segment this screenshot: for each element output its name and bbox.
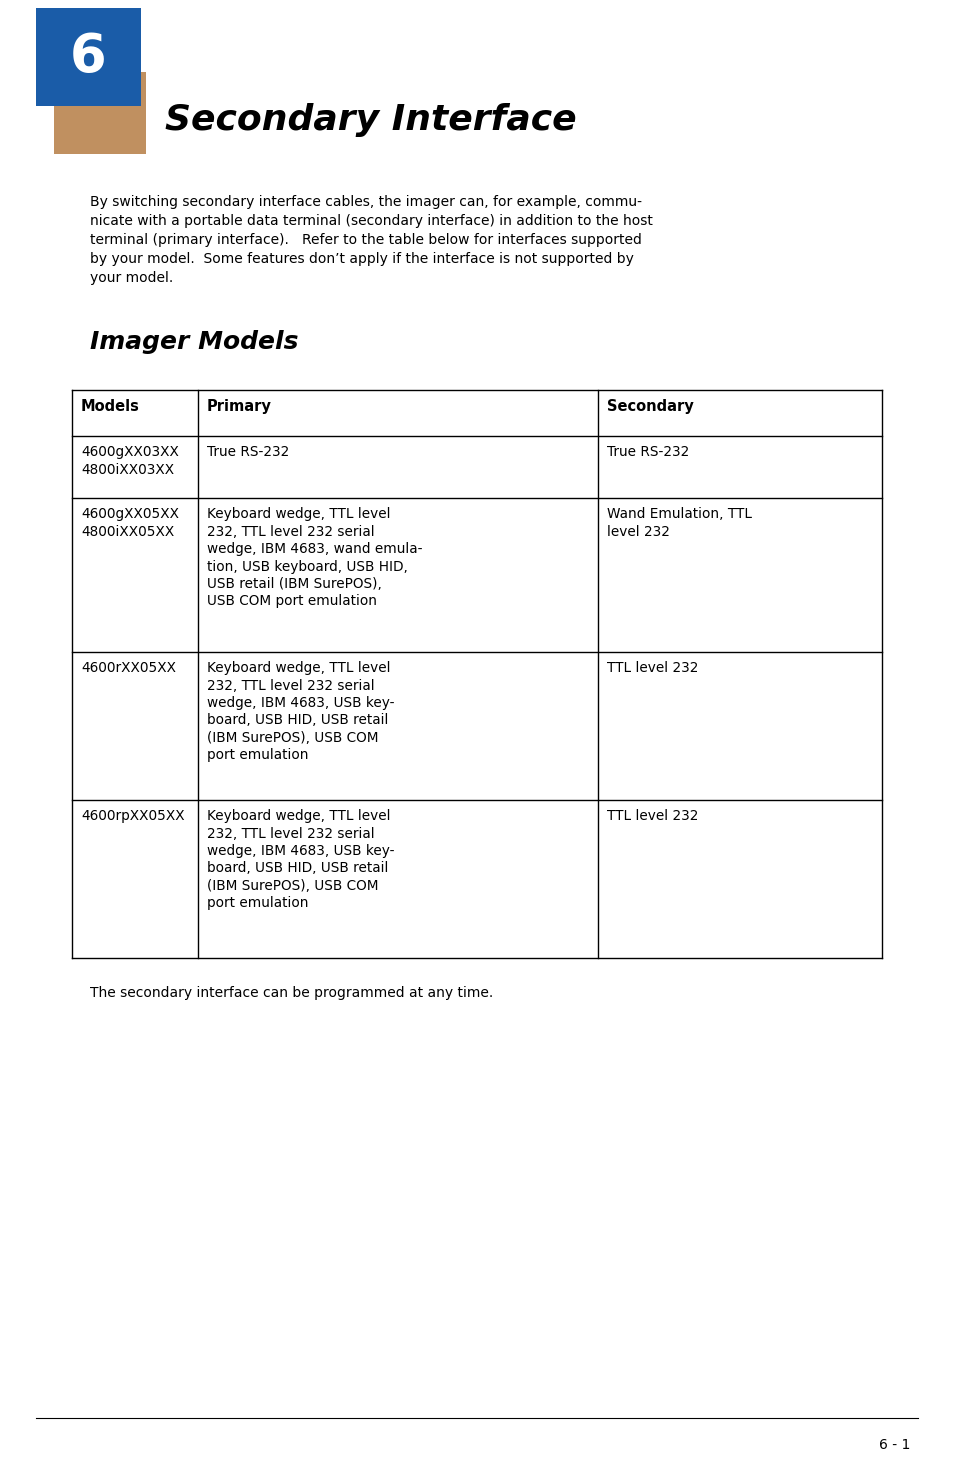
Text: your model.: your model. [90,271,173,285]
Text: 232, TTL level 232 serial: 232, TTL level 232 serial [207,525,374,538]
Text: Primary: Primary [207,400,272,414]
Text: Imager Models: Imager Models [90,330,298,354]
Text: tion, USB keyboard, USB HID,: tion, USB keyboard, USB HID, [207,559,407,574]
Text: Keyboard wedge, TTL level: Keyboard wedge, TTL level [207,808,390,823]
Text: 4600gXX05XX: 4600gXX05XX [81,507,179,521]
Text: wedge, IBM 4683, USB key-: wedge, IBM 4683, USB key- [207,844,394,858]
Text: wedge, IBM 4683, wand emula-: wedge, IBM 4683, wand emula- [207,541,421,556]
Text: Secondary: Secondary [607,400,694,414]
Text: 4600gXX03XX: 4600gXX03XX [81,445,179,459]
Text: board, USB HID, USB retail: board, USB HID, USB retail [207,861,388,876]
Text: USB COM port emulation: USB COM port emulation [207,594,376,609]
Text: port emulation: port emulation [207,748,308,763]
Text: Keyboard wedge, TTL level: Keyboard wedge, TTL level [207,507,390,521]
Text: board, USB HID, USB retail: board, USB HID, USB retail [207,714,388,727]
Text: TTL level 232: TTL level 232 [607,808,699,823]
Text: (IBM SurePOS), USB COM: (IBM SurePOS), USB COM [207,732,377,745]
Text: Keyboard wedge, TTL level: Keyboard wedge, TTL level [207,661,390,676]
Text: True RS-232: True RS-232 [607,445,689,459]
Text: port emulation: port emulation [207,897,308,910]
Text: wedge, IBM 4683, USB key-: wedge, IBM 4683, USB key- [207,696,394,709]
Text: USB retail (IBM SurePOS),: USB retail (IBM SurePOS), [207,577,381,591]
Text: (IBM SurePOS), USB COM: (IBM SurePOS), USB COM [207,879,377,892]
Text: terminal (primary interface).   Refer to the table below for interfaces supporte: terminal (primary interface). Refer to t… [90,233,641,246]
Text: The secondary interface can be programmed at any time.: The secondary interface can be programme… [90,985,493,1000]
Text: nicate with a portable data terminal (secondary interface) in addition to the ho: nicate with a portable data terminal (se… [90,214,652,229]
Bar [36,7,141,106]
Text: 6 - 1: 6 - 1 [878,1438,909,1451]
Text: by your model.  Some features don’t apply if the interface is not supported by: by your model. Some features don’t apply… [90,252,633,266]
Text: 4600rpXX05XX: 4600rpXX05XX [81,808,185,823]
Text: 6: 6 [71,31,107,83]
Text: 232, TTL level 232 serial: 232, TTL level 232 serial [207,678,374,692]
Text: 4600rXX05XX: 4600rXX05XX [81,661,175,676]
Text: Secondary Interface: Secondary Interface [165,103,576,137]
Bar [54,72,146,153]
Text: 4800iXX03XX: 4800iXX03XX [81,463,174,476]
Text: 232, TTL level 232 serial: 232, TTL level 232 serial [207,826,374,841]
Text: 4800iXX05XX: 4800iXX05XX [81,525,174,538]
Text: level 232: level 232 [607,525,670,538]
Text: Models: Models [81,400,140,414]
Text: By switching secondary interface cables, the imager can, for example, commu-: By switching secondary interface cables,… [90,195,641,209]
Text: True RS-232: True RS-232 [207,445,289,459]
Text: Wand Emulation, TTL: Wand Emulation, TTL [607,507,752,521]
Text: TTL level 232: TTL level 232 [607,661,699,676]
